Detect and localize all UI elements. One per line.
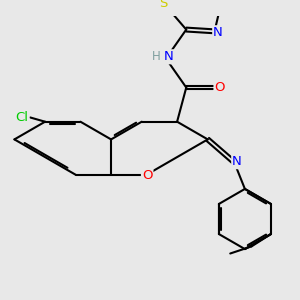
- Text: N: N: [232, 155, 242, 168]
- Text: Cl: Cl: [16, 111, 28, 124]
- Text: S: S: [159, 0, 168, 10]
- Text: N: N: [164, 50, 173, 63]
- Text: N: N: [213, 26, 223, 39]
- Text: O: O: [142, 169, 152, 182]
- Text: O: O: [214, 81, 225, 94]
- Text: H: H: [152, 50, 161, 63]
